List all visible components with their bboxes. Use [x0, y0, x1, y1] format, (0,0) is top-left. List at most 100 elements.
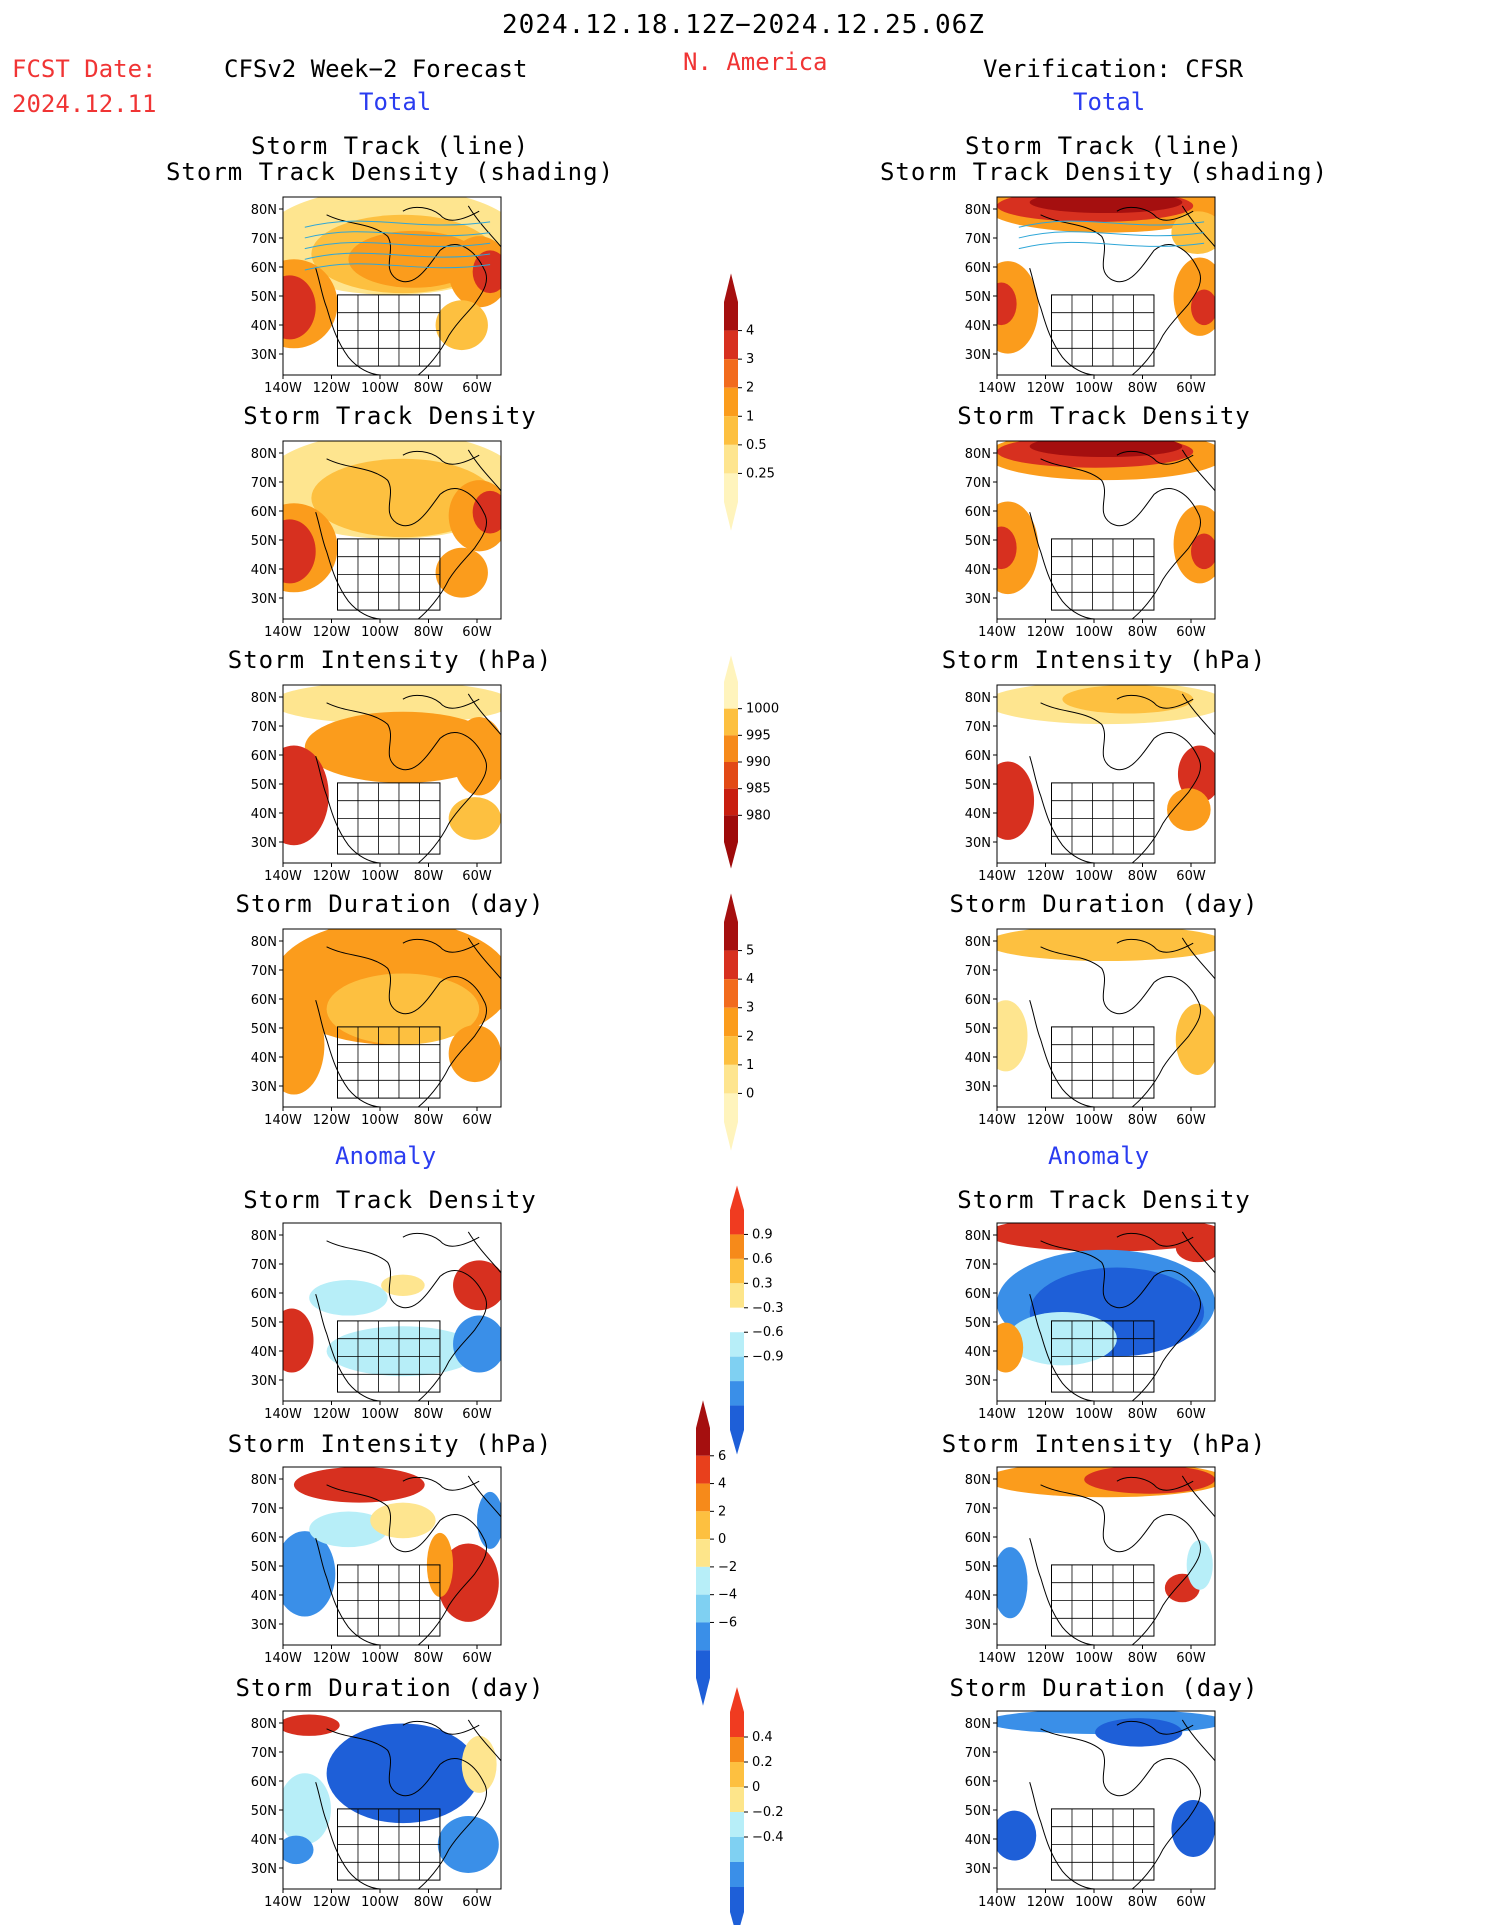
left-6-shading-3	[437, 1543, 499, 1622]
coastline	[1040, 1240, 1202, 1401]
lon-label: 120W	[313, 1651, 351, 1666]
coastline	[315, 1294, 382, 1401]
coastline	[1116, 938, 1194, 953]
lon-label: 120W	[313, 381, 351, 396]
colorbar-label: 1	[746, 409, 754, 424]
lon-label: 100W	[1075, 625, 1113, 640]
colorbar-label: 2	[746, 1029, 754, 1044]
right-2-map-panel: 80N 70N 60N 50N 40N 30N 140W 120W 100W 80W 60W	[965, 440, 1216, 640]
coastline	[326, 1728, 488, 1889]
axis-labels: 80N 70N 60N 50N 40N 30N 140W 120W 100W 80W 60W	[965, 1717, 1206, 1910]
left-3-shading-0	[283, 685, 501, 725]
colorbar-segment	[696, 1428, 710, 1456]
right-1-shading-6	[1191, 289, 1215, 326]
colorbar-label: 0.4	[752, 1730, 773, 1745]
coastline	[315, 1000, 382, 1107]
colorbar-segment	[724, 1064, 738, 1094]
coastline	[1116, 1232, 1194, 1247]
lon-label: 80W	[414, 381, 444, 396]
colorbar-segment	[730, 1405, 744, 1430]
lat-label: 80N	[965, 691, 991, 706]
coastline	[467, 1231, 501, 1274]
coastline	[467, 1719, 501, 1762]
right-7-map-panel: 80N 70N 60N 50N 40N 30N 140W 120W 100W 80W 60W	[965, 1710, 1216, 1910]
lat-label: 50N	[251, 290, 277, 305]
lon-label: 80W	[1128, 869, 1158, 884]
storm-track-line	[304, 220, 491, 228]
right-density-title: Storm Track Density	[957, 402, 1251, 430]
left-5-map-panel: 80N 70N 60N 50N 40N 30N 140W 120W 100W 80W 60W	[251, 1222, 502, 1422]
lat-label: 70N	[251, 232, 277, 247]
colorbar-label: 3	[746, 352, 754, 367]
axis-labels: 80N 70N 60N 50N 40N 30N 140W 120W 100W 80W 60W	[251, 203, 492, 396]
colorbar-label: 0	[752, 1780, 760, 1795]
coastline	[1116, 694, 1194, 709]
coastline	[1029, 512, 1096, 619]
colorbar-label: 980	[746, 808, 771, 823]
colorbar-label: −0.3	[752, 1301, 784, 1316]
colorbar-bottom-arrow	[730, 1430, 744, 1455]
left-7-shading-5	[283, 1835, 314, 1865]
left-1-shading-7	[435, 300, 488, 351]
colorbar-label: 1000	[746, 702, 779, 717]
colorbar-segment	[724, 682, 738, 709]
storm-track-line	[304, 263, 491, 271]
panel-frame	[282, 1710, 502, 1890]
lon-label: 60W	[1176, 1113, 1206, 1128]
left-intensity-title: Storm Intensity (hPa)	[227, 646, 553, 674]
coastline	[402, 1476, 480, 1491]
lon-label: 140W	[264, 1651, 302, 1666]
colorbar-label: 0.5	[746, 438, 767, 453]
colorbar-label: 2	[746, 381, 754, 396]
lat-label: 80N	[965, 1473, 991, 1488]
right-5-shading-0	[997, 1223, 1215, 1252]
coastline	[467, 1475, 501, 1518]
panel-frame	[282, 196, 502, 376]
lon-label: 100W	[361, 1407, 399, 1422]
right-6-map-panel: 80N 70N 60N 50N 40N 30N 140W 120W 100W 80W 60W	[965, 1466, 1216, 1666]
colorbar-segment	[724, 1007, 738, 1037]
lon-label: 140W	[978, 1895, 1016, 1910]
lat-label: 40N	[965, 319, 991, 334]
coastline	[326, 458, 488, 619]
axis-labels: 80N 70N 60N 50N 40N 30N 140W 120W 100W 80W 60W	[251, 1473, 492, 1666]
lat-label: 70N	[965, 964, 991, 979]
colorbar-segment	[730, 1283, 744, 1308]
colorbar-anomaly-intensity: 6 4 2 0 −2 −4 −6	[696, 1400, 737, 1706]
colorbar-label: 5	[746, 944, 754, 959]
colorbar-label: 985	[746, 782, 771, 797]
lat-label: 40N	[251, 319, 277, 334]
colorbar-segment	[730, 1332, 744, 1357]
lat-label: 70N	[965, 476, 991, 491]
colorbar-segment	[724, 1036, 738, 1065]
panel-frame	[996, 196, 1216, 376]
colorbar-segment	[730, 1762, 744, 1787]
lon-label: 60W	[1176, 625, 1206, 640]
lon-label: 100W	[361, 1895, 399, 1910]
colorbar-label: −0.6	[752, 1325, 784, 1340]
lat-label: 30N	[251, 1618, 277, 1633]
coastline	[326, 702, 488, 863]
lon-label: 80W	[1128, 1113, 1158, 1128]
colorbar-segment	[724, 979, 738, 1008]
right-7-shading-3	[1171, 1800, 1215, 1857]
colorbar-top-arrow	[724, 893, 738, 922]
right-1-shading-7	[1171, 211, 1215, 254]
lon-label: 100W	[1075, 869, 1113, 884]
right-5-shading-4	[997, 1322, 1024, 1373]
lon-label: 120W	[313, 1895, 351, 1910]
coastline	[1029, 1000, 1096, 1107]
lat-label: 50N	[251, 1560, 277, 1575]
lat-label: 70N	[965, 1258, 991, 1273]
lat-label: 50N	[965, 778, 991, 793]
lon-label: 140W	[264, 625, 302, 640]
lon-label: 120W	[313, 1407, 351, 1422]
colorbar-total-duration: 5 4 3 2 1 0	[724, 893, 754, 1151]
lon-label: 60W	[462, 1895, 492, 1910]
right-3-shading-3	[1177, 745, 1215, 803]
coastline	[1116, 450, 1194, 465]
lon-label: 140W	[978, 1113, 1016, 1128]
colorbar-label: 0.9	[752, 1227, 773, 1242]
lat-label: 80N	[965, 1229, 991, 1244]
